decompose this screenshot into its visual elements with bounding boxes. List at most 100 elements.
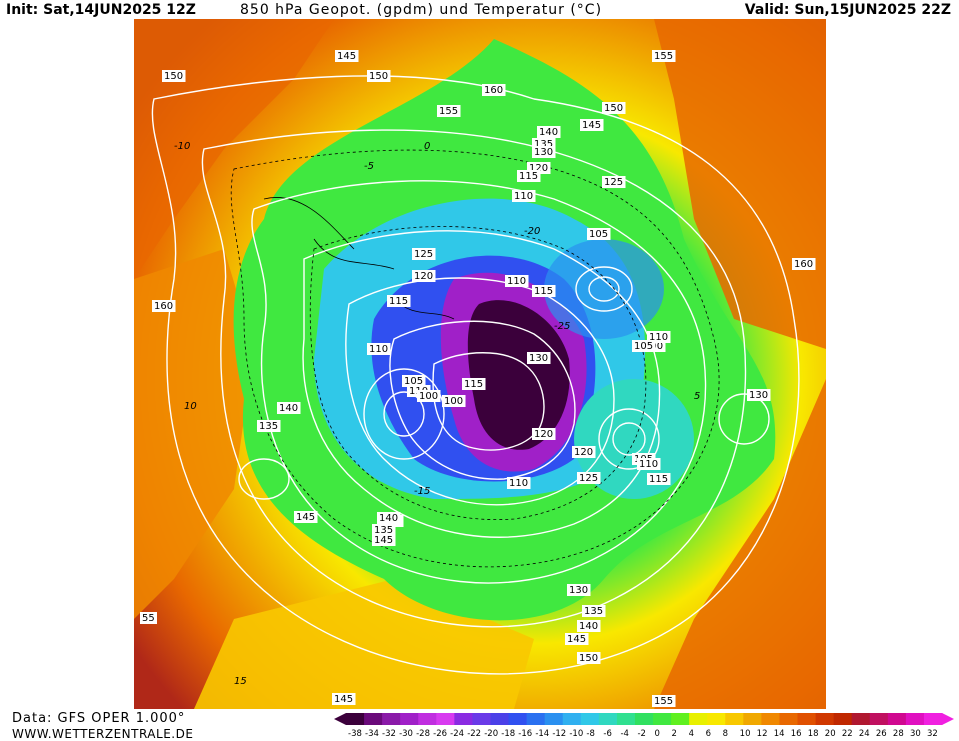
cold-lobe-northeast bbox=[544, 239, 664, 339]
colorbar-tick-label: 6 bbox=[706, 729, 711, 739]
svg-text:105: 105 bbox=[634, 341, 653, 352]
colorbar-tick-label: 4 bbox=[689, 729, 694, 739]
colorbar-swatch bbox=[815, 713, 835, 725]
temperature-label: -5 bbox=[364, 161, 374, 172]
geopotential-label: 140 bbox=[537, 126, 561, 138]
geopotential-label: 100 bbox=[442, 395, 466, 407]
website-credit: WWW.WETTERZENTRALE.DE bbox=[12, 727, 194, 741]
svg-text:115: 115 bbox=[649, 474, 668, 485]
colorbar-swatch bbox=[400, 713, 419, 725]
geopotential-label: 55 bbox=[140, 612, 157, 624]
geopotential-label: 160 bbox=[152, 300, 176, 312]
colorbar-swatch bbox=[707, 713, 726, 725]
geopotential-label: 125 bbox=[577, 472, 601, 484]
geopotential-label: 110 bbox=[367, 343, 391, 355]
geopotential-label: 160 bbox=[792, 258, 816, 270]
geopotential-label: 140 bbox=[377, 512, 401, 524]
temperature-label: 0 bbox=[424, 141, 430, 152]
svg-text:160: 160 bbox=[794, 259, 813, 270]
geopotential-label: 110 bbox=[637, 458, 661, 470]
colorbar-tick-label: -38 bbox=[348, 729, 362, 739]
svg-text:130: 130 bbox=[529, 353, 548, 364]
colorbar-swatch bbox=[887, 713, 907, 725]
temperature-label: -15 bbox=[414, 486, 430, 497]
svg-text:105: 105 bbox=[589, 229, 608, 240]
colorbar-swatch bbox=[544, 713, 564, 725]
colorbar-swatch bbox=[490, 713, 510, 725]
colorbar-tick-label: 22 bbox=[842, 729, 853, 739]
colorbar-tick-label: -26 bbox=[433, 729, 447, 739]
colorbar-swatch bbox=[797, 713, 817, 725]
colorbar-tick-label: 18 bbox=[808, 729, 819, 739]
warm-region-east bbox=[654, 19, 826, 349]
svg-text:145: 145 bbox=[567, 634, 586, 645]
geopotential-label: 145 bbox=[580, 119, 604, 131]
svg-text:145: 145 bbox=[337, 51, 356, 62]
svg-text:140: 140 bbox=[539, 127, 558, 138]
geopotential-label: 110 bbox=[512, 190, 536, 202]
geopotential-label: 135 bbox=[257, 420, 281, 432]
svg-text:130: 130 bbox=[569, 585, 588, 596]
svg-text:115: 115 bbox=[464, 379, 483, 390]
colorbar-tick-label: 24 bbox=[859, 729, 870, 739]
geopotential-label: 110 bbox=[505, 275, 529, 287]
svg-text:135: 135 bbox=[534, 139, 553, 150]
colorbar-swatch bbox=[634, 713, 654, 725]
svg-text:110: 110 bbox=[514, 191, 533, 202]
geopotential-label: 115 bbox=[387, 295, 411, 307]
geopotential-label: 110 bbox=[507, 477, 531, 489]
colorbar-swatch bbox=[346, 713, 365, 725]
valid-time: Valid: Sun,15JUN2025 22Z bbox=[744, 2, 951, 18]
svg-text:115: 115 bbox=[519, 171, 538, 182]
svg-text:155: 155 bbox=[439, 106, 458, 117]
svg-text:155: 155 bbox=[654, 51, 673, 62]
svg-text:135: 135 bbox=[259, 421, 278, 432]
colorbar-tick-label: 26 bbox=[876, 729, 887, 739]
svg-text:130: 130 bbox=[749, 390, 768, 401]
colorbar-swatch bbox=[436, 713, 455, 725]
weather-map: 1501451501551601551501451401351301201151… bbox=[134, 19, 826, 709]
svg-text:125: 125 bbox=[579, 473, 598, 484]
geopotential-label: 130 bbox=[747, 389, 771, 401]
colorbar-swatch bbox=[526, 713, 546, 725]
geopotential-label: 160 bbox=[482, 84, 506, 96]
geopotential-label: 105 bbox=[587, 228, 611, 240]
svg-text:120: 120 bbox=[414, 271, 433, 282]
geopotential-label: 120 bbox=[532, 428, 556, 440]
svg-text:120: 120 bbox=[534, 429, 553, 440]
geopotential-label: 125 bbox=[412, 248, 436, 260]
colorbar-swatch bbox=[743, 713, 762, 725]
colorbar-swatch bbox=[725, 713, 744, 725]
geopotential-label: 135 bbox=[582, 605, 606, 617]
svg-text:160: 160 bbox=[154, 301, 173, 312]
geopotential-label: 135 bbox=[372, 524, 396, 536]
geopotential-label: 100 bbox=[417, 390, 441, 402]
geopotential-label: 155 bbox=[652, 50, 676, 62]
geopotential-label: 140 bbox=[577, 620, 601, 632]
svg-text:125: 125 bbox=[414, 249, 433, 260]
colorbar-tick-label: 16 bbox=[791, 729, 802, 739]
colorbar-swatch bbox=[382, 713, 401, 725]
colorbar-tick-label: -22 bbox=[467, 729, 481, 739]
colorbar-swatch bbox=[653, 713, 672, 725]
geopotential-label: 125 bbox=[602, 176, 626, 188]
colorbar-swatch bbox=[851, 713, 871, 725]
colorbar-tick-label: 14 bbox=[774, 729, 785, 739]
warm-region-northwest bbox=[134, 19, 334, 279]
colorbar-tick-label: -4 bbox=[620, 729, 628, 739]
geopotential-label: 115 bbox=[532, 285, 556, 297]
geopotential-label: 115 bbox=[647, 473, 671, 485]
geopotential-label: 140 bbox=[277, 402, 301, 414]
svg-text:105: 105 bbox=[404, 376, 423, 387]
svg-text:150: 150 bbox=[579, 653, 598, 664]
svg-text:100: 100 bbox=[419, 391, 438, 402]
geopotential-label: 150 bbox=[602, 102, 626, 114]
colorbar-high-arrow bbox=[942, 713, 954, 725]
geopotential-label: 115 bbox=[462, 378, 486, 390]
svg-text:155: 155 bbox=[654, 696, 673, 707]
colorbar-tick-label: -18 bbox=[501, 729, 515, 739]
colorbar-swatch bbox=[779, 713, 799, 725]
svg-text:145: 145 bbox=[334, 694, 353, 705]
geopotential-label: 145 bbox=[294, 511, 318, 523]
geopotential-label: 105 bbox=[402, 375, 426, 387]
